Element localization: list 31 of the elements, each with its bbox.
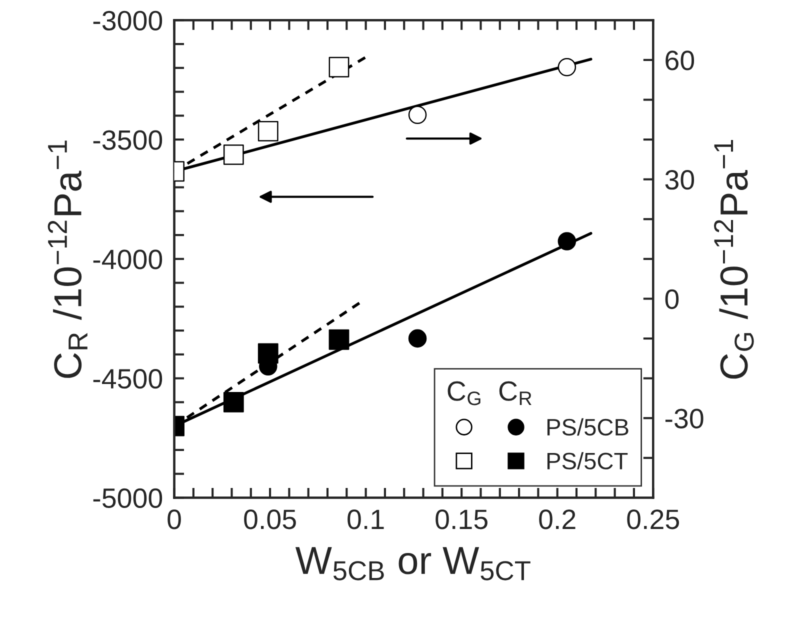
y2-tick-label: 60 [666, 50, 694, 70]
point [223, 144, 244, 165]
y-tick-label: -4000 [93, 250, 162, 270]
y2-tick-label: 30 [665, 170, 694, 190]
x-axis-title: W$_{5CB}$ or W$_{5CT}$ [295, 547, 530, 580]
legend-label: PS/5CT [547, 452, 628, 470]
y2-axis-title: C$_{G}$ /10$^{−12}$Pa$^{−1}$ [714, 140, 754, 379]
point [408, 106, 427, 124]
x-tick-label: 0.2 [539, 510, 576, 530]
point [408, 329, 427, 348]
point [328, 56, 350, 78]
point [223, 392, 244, 412]
y-tick-label: -3500 [93, 130, 162, 150]
y2-tick-label: 0 [665, 289, 679, 310]
legend-label: PS/5CB [547, 418, 628, 436]
y-tick-label: -4500 [93, 368, 162, 389]
legend-title: C$_{G}$ C$_{R}$ [448, 381, 532, 406]
x-tick-label: 0 [168, 510, 181, 530]
y-axis-title: C$_{R}$ /10$^{−12}$Pa$^{−1}$ [48, 140, 88, 378]
point [558, 232, 576, 250]
y-tick-label: -3000 [93, 10, 162, 30]
point [258, 343, 278, 364]
x-tick-label: 0.05 [244, 510, 296, 530]
x-tick-label: 0.1 [348, 510, 384, 530]
y-tick-label: -5000 [93, 488, 162, 508]
y2-tick-label: -30 [665, 408, 704, 428]
x-tick-label: 0.15 [436, 510, 488, 530]
x-tick-label: 0.25 [627, 510, 679, 530]
point [258, 120, 278, 142]
point [558, 58, 576, 76]
point [328, 329, 350, 350]
